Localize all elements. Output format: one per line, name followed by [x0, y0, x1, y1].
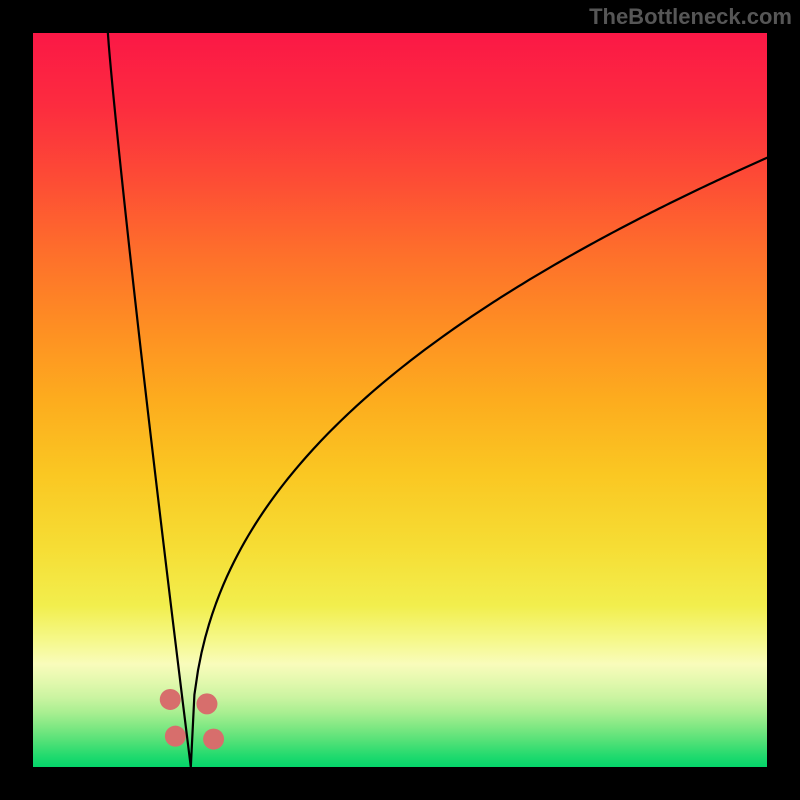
chart-svg: [33, 33, 767, 767]
data-dot: [203, 729, 224, 750]
data-dot: [160, 689, 181, 710]
data-dot: [196, 693, 217, 714]
data-dot: [165, 726, 186, 747]
v-curve-path: [108, 33, 767, 767]
plot-area: [33, 33, 767, 767]
watermark-text: TheBottleneck.com: [589, 4, 792, 30]
